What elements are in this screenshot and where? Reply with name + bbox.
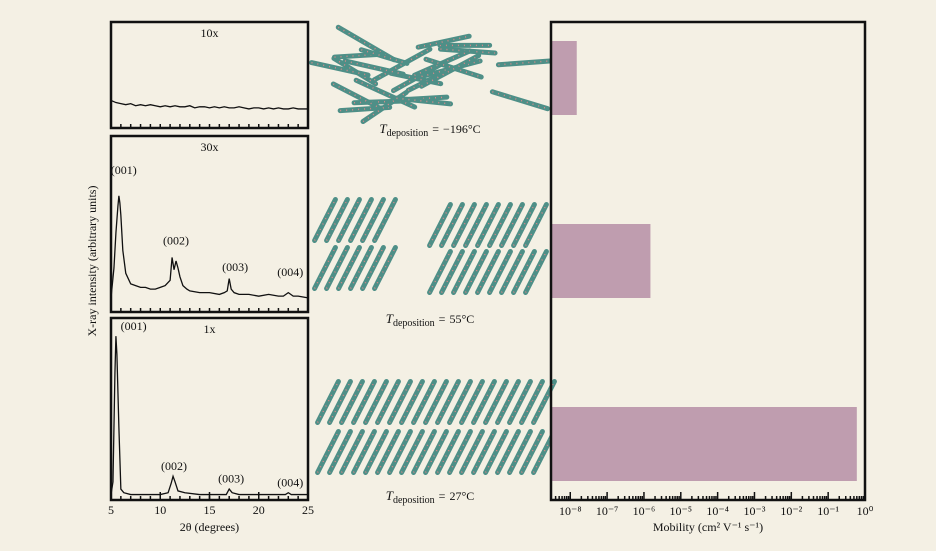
relation: = [439, 312, 446, 326]
panel-label: 30x [201, 140, 219, 154]
x-tick-label: 15 [204, 503, 216, 517]
x-tick-label: 10⁻² [780, 504, 802, 518]
peak-label: (001) [121, 319, 147, 333]
subscript: deposition [393, 318, 435, 329]
bar [551, 407, 857, 481]
x-axis-label: Mobility (cm² V⁻¹ s⁻¹) [653, 520, 763, 534]
x-tick-label: 10⁻⁶ [633, 504, 656, 518]
x-tick-label: 20 [253, 503, 265, 517]
x-tick-label: 10⁻⁷ [596, 504, 619, 518]
x-tick-label: 10⁻³ [744, 504, 766, 518]
peak-label: (001) [111, 163, 137, 177]
x-tick-label: 25 [302, 503, 314, 517]
bar [551, 41, 577, 115]
x-axis-label: 2θ (degrees) [180, 520, 239, 534]
peak-label: (002) [163, 233, 189, 247]
figure: 10x 30x (001) (002) (003) (004) X-ray intensit… [0, 0, 936, 551]
x-tick-label: 10⁰ [857, 504, 874, 518]
x-tick-label: 5 [108, 503, 114, 517]
x-tick-label: 10⁻⁵ [670, 504, 693, 518]
x-tick-label: 10⁻⁸ [559, 504, 582, 518]
y-axis-label: X-ray intensity (arbitrary units) [85, 186, 99, 337]
panel-label: 1x [204, 322, 216, 336]
peak-label: (002) [161, 459, 187, 473]
subscript: deposition [393, 495, 435, 506]
category: 27°C [449, 489, 474, 503]
peak-label: (003) [218, 472, 244, 486]
category: 55°C [449, 312, 474, 326]
peak-label: (004) [277, 475, 303, 489]
panel-label: 10x [201, 26, 219, 40]
x-tick-label: 10 [154, 503, 166, 517]
category: −196°C [443, 122, 481, 136]
relation: = [432, 122, 439, 136]
peak-label: (003) [222, 260, 248, 274]
peak-label: (004) [277, 265, 303, 279]
relation: = [439, 489, 446, 503]
x-tick-label: 10⁻⁴ [706, 504, 729, 518]
bar [551, 224, 650, 298]
subscript: deposition [387, 128, 429, 139]
x-tick-label: 10⁻¹ [817, 504, 839, 518]
